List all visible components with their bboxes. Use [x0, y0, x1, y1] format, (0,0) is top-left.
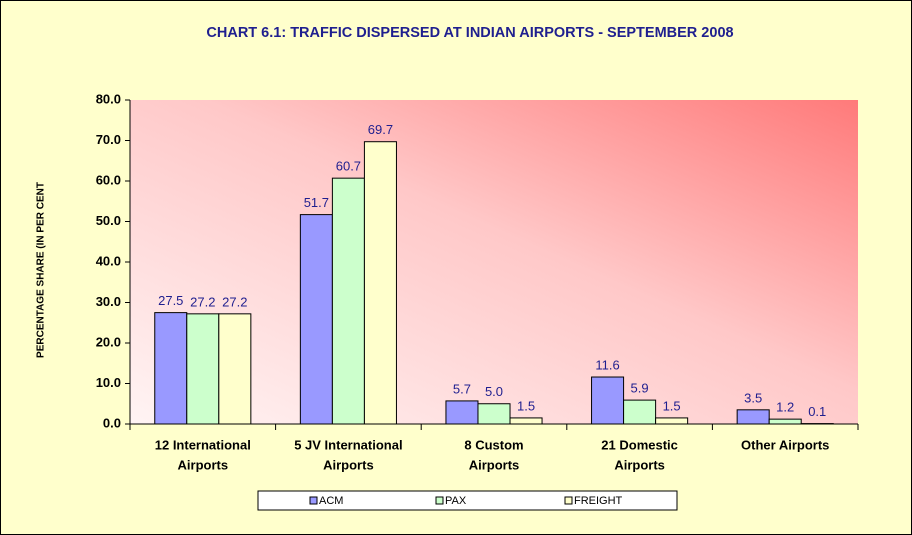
- y-tick-label: 80.0: [96, 91, 121, 106]
- legend-label: ACM: [319, 495, 343, 507]
- bar: [591, 376, 625, 425]
- x-tick-label: Airports: [178, 457, 229, 472]
- bar: [736, 409, 770, 425]
- x-tick-label: 12 International: [155, 437, 251, 452]
- y-tick-label: 10.0: [96, 375, 121, 390]
- data-label: 0.1: [808, 404, 826, 419]
- data-label: 1.5: [517, 398, 535, 413]
- bar: [154, 312, 188, 425]
- bar: [477, 403, 511, 425]
- y-tick-label: 40.0: [96, 253, 121, 268]
- data-label: 5.9: [631, 381, 649, 396]
- data-label: 60.7: [336, 159, 361, 174]
- legend-label: FREIGHT: [574, 495, 623, 507]
- bar: [445, 400, 479, 425]
- x-tick-label: 21 Domestic: [601, 437, 678, 452]
- data-label: 27.2: [222, 294, 247, 309]
- legend-label: PAX: [445, 495, 467, 507]
- bar: [331, 177, 365, 425]
- y-tick-label: 30.0: [96, 294, 121, 309]
- x-tick-label: Airports: [614, 457, 665, 472]
- x-tick-label: Airports: [323, 457, 374, 472]
- x-tick-label: Airports: [469, 457, 520, 472]
- data-label: 27.5: [158, 293, 183, 308]
- bar: [768, 418, 802, 425]
- bar: [299, 214, 333, 425]
- legend-swatch: [564, 496, 573, 505]
- y-tick-label: 70.0: [96, 132, 121, 147]
- bar: [218, 313, 252, 425]
- bar: [186, 313, 220, 425]
- data-label: 3.5: [744, 390, 762, 405]
- data-label: 69.7: [368, 122, 393, 137]
- data-label: 11.6: [595, 357, 619, 372]
- y-tick-label: 0.0: [103, 415, 121, 430]
- data-label: 1.5: [663, 398, 681, 413]
- legend-swatch: [309, 496, 318, 505]
- bar: [655, 417, 689, 425]
- data-label: 5.0: [485, 384, 503, 399]
- x-tick-label: 5 JV International: [294, 437, 402, 452]
- y-tick-label: 60.0: [96, 172, 121, 187]
- bar: [363, 141, 397, 425]
- legend-swatch: [435, 496, 444, 505]
- legend: [257, 490, 678, 511]
- data-label: 1.2: [776, 400, 794, 415]
- x-tick-label: Other Airports: [741, 437, 829, 452]
- chart-title: CHART 6.1: TRAFFIC DISPERSED AT INDIAN A…: [206, 25, 733, 41]
- y-axis-label: PERCENTAGE SHARE (IN PER CENT: [36, 182, 47, 358]
- y-tick-label: 50.0: [96, 213, 121, 228]
- x-tick-label: 8 Custom: [464, 437, 523, 452]
- bar: [623, 399, 657, 425]
- bar: [509, 417, 543, 425]
- data-label: 27.2: [190, 294, 215, 309]
- data-label: 5.7: [453, 381, 471, 396]
- data-label: 51.7: [304, 195, 329, 210]
- y-tick-label: 20.0: [96, 334, 121, 349]
